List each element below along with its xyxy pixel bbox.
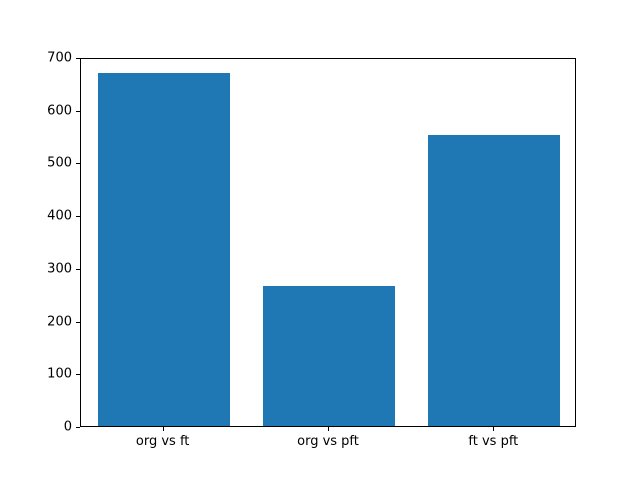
y-tick-mark xyxy=(76,321,80,323)
x-tick-label-org-vs-ft: org vs ft xyxy=(135,434,190,449)
y-tick-label: 500 xyxy=(47,155,72,171)
bar-ft-vs-pft xyxy=(428,135,561,426)
y-tick-label: 400 xyxy=(47,208,72,224)
y-tick-mark xyxy=(76,58,80,59)
x-tick-label-org-vs-pft: org vs pft xyxy=(297,434,359,449)
x-tick-label-ft-vs-pft: ft vs pft xyxy=(468,434,519,449)
y-tick-mark xyxy=(76,268,80,270)
plot-area xyxy=(80,58,576,427)
bar-org-vs-pft xyxy=(262,286,396,426)
y-tick-mark xyxy=(76,374,80,376)
x-tick-mark xyxy=(162,427,164,431)
y-tick-label: 300 xyxy=(47,261,72,277)
y-tick-mark xyxy=(76,216,80,218)
y-tick-label: 100 xyxy=(47,366,72,382)
bar-org-vs-ft xyxy=(97,72,230,426)
y-tick-label: 200 xyxy=(47,314,72,330)
y-tick-mark xyxy=(76,110,80,112)
y-tick-mark xyxy=(76,163,80,165)
y-tick-label: 700 xyxy=(47,50,72,66)
y-tick-label: 600 xyxy=(47,103,72,119)
y-tick-mark xyxy=(76,427,80,428)
x-tick-mark xyxy=(493,427,495,431)
x-tick-mark xyxy=(328,427,329,431)
y-tick-label: 0 xyxy=(63,419,72,435)
